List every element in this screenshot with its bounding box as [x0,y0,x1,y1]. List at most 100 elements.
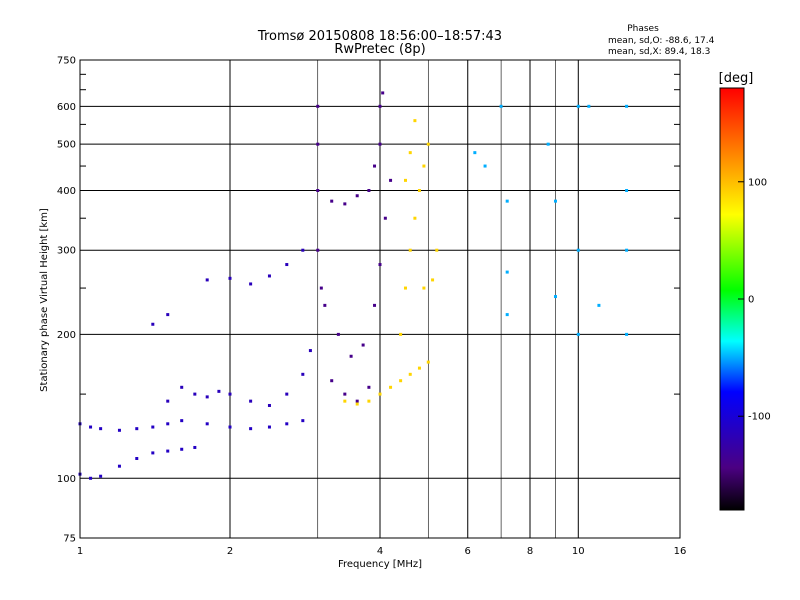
data-point [285,422,289,426]
x-tick-label: 8 [527,546,533,557]
data-point [505,313,509,317]
data-point [343,392,347,396]
data-point [417,366,421,370]
data-point [408,248,412,252]
data-point [330,379,334,383]
data-point [308,349,312,353]
data-point [316,248,320,252]
data-point [99,474,103,478]
data-point [205,395,209,399]
data-point [151,425,155,429]
chart-title: Tromsø 20150808 18:56:00–18:57:43 [257,29,502,44]
data-point [553,295,557,299]
data-point [483,164,487,168]
data-point [323,303,327,307]
data-point [625,332,629,336]
y-tick-label: 750 [57,56,76,67]
data-point [151,322,155,326]
data-point [576,332,580,336]
data-point [228,425,232,429]
data-point [336,332,340,336]
data-point [403,286,407,290]
data-point [378,263,382,267]
data-point [499,104,503,108]
data-point [249,282,253,286]
data-point [367,399,371,403]
data-point [373,164,377,168]
data-point [625,104,629,108]
x-axis-label: Frequency [MHz] [338,559,422,570]
data-point [576,104,580,108]
data-point [378,392,382,396]
data-point [373,303,377,307]
data-point [166,449,170,453]
data-point [576,248,580,252]
x-axis-ticks: 1 2 4 6 8 10 16 [77,546,687,557]
data-point [435,248,439,252]
data-point [422,164,426,168]
y-tick-label: 100 [57,474,76,485]
colorbar-tick-label: -100 [748,412,771,423]
data-point [505,270,509,274]
data-point [381,91,385,95]
data-point [367,385,371,389]
data-point [597,303,601,307]
data-point [422,286,426,290]
data-point [316,104,320,108]
data-point [180,419,184,423]
x-tick-label: 16 [674,546,687,557]
data-point [316,188,320,192]
data-point [361,343,365,347]
data-point [228,276,232,280]
data-point [319,286,323,290]
data-point [343,202,347,206]
data-point [355,399,359,403]
data-point [413,119,417,123]
data-point [267,425,271,429]
grid-lines [80,60,680,538]
data-point [587,104,591,108]
data-point [378,104,382,108]
data-point [343,399,347,403]
data-point [355,194,359,198]
data-point [417,188,421,192]
data-point [546,142,550,146]
data-point [413,216,417,220]
data-point [285,263,289,267]
data-point [378,142,382,146]
data-point [117,464,121,468]
data-point [180,447,184,451]
y-tick-label: 200 [57,330,76,341]
data-point [408,151,412,155]
y-tick-label: 400 [57,186,76,197]
data-point [249,427,253,431]
data-point [349,354,353,358]
colorbar-tick-label: 0 [748,295,754,306]
data-point [267,274,271,278]
data-point [180,385,184,389]
x-tick-label: 4 [377,546,383,557]
data-point [249,399,253,403]
data-point [330,199,334,203]
data-point [389,178,393,182]
y-tick-label: 500 [57,140,76,151]
data-point [553,199,557,203]
data-point [301,372,305,376]
data-point [205,422,209,426]
data-point [205,278,209,282]
data-point [217,389,221,393]
colorbar-label: [deg] [719,71,754,86]
data-point [383,216,387,220]
data-point [399,379,403,383]
data-point [89,476,93,480]
data-point [389,385,393,389]
data-point [99,427,103,431]
data-point [228,392,232,396]
x-tick-label: 6 [465,546,471,557]
y-tick-label: 300 [57,246,76,257]
data-point [135,427,139,431]
data-point [267,403,271,407]
data-point [403,178,407,182]
data-point [117,428,121,432]
